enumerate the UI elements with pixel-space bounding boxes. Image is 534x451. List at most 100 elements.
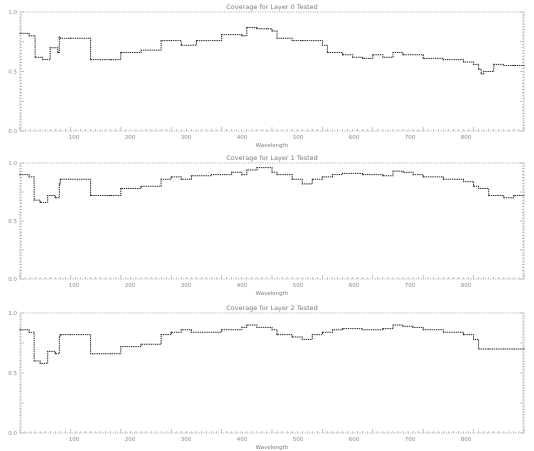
data-point — [246, 324, 248, 326]
x-tick-label: 200 — [125, 437, 136, 443]
x-tick-label: 600 — [349, 135, 360, 141]
data-point — [42, 59, 44, 61]
plot-frame — [19, 162, 525, 280]
data-point — [372, 54, 374, 56]
x-tick-label: 500 — [293, 135, 304, 141]
data-point — [54, 353, 56, 355]
x-tick-label: 800 — [461, 437, 472, 443]
data-point — [442, 178, 444, 180]
data-point — [362, 57, 364, 60]
data-point — [301, 338, 303, 340]
data-point — [291, 39, 293, 42]
data-point — [19, 329, 21, 331]
data-point — [221, 329, 223, 331]
data-point — [478, 68, 480, 70]
data-point — [382, 56, 384, 58]
chart-panel-1: Coverage for Layer 1 Tested 100 200 300 400 5… — [8, 154, 525, 297]
data-point — [442, 59, 444, 61]
data-point — [362, 174, 364, 176]
x-tick-label: 600 — [349, 283, 360, 289]
data-point — [39, 201, 41, 204]
data-point — [39, 362, 41, 364]
data-point — [402, 325, 404, 327]
data-point — [19, 174, 21, 176]
data-point — [59, 334, 61, 336]
data-point — [69, 178, 71, 180]
data-point — [523, 348, 525, 350]
data-point — [480, 73, 482, 75]
data-point — [321, 176, 323, 178]
data-point — [462, 334, 465, 336]
series-line-0 — [20, 27, 524, 75]
chart-panel-0: Coverage for Layer 0 Tested 100 200 300 400 5… — [8, 3, 525, 149]
x-tick-label: 500 — [293, 283, 304, 289]
data-point — [311, 178, 313, 180]
data-point — [291, 178, 293, 180]
data-point — [473, 63, 475, 65]
x-tick-label: 100 — [69, 283, 80, 289]
data-point — [271, 171, 273, 173]
data-point — [402, 54, 404, 56]
data-point — [271, 30, 273, 32]
data-point — [120, 51, 122, 54]
data-point — [170, 176, 172, 178]
data-point — [89, 353, 92, 355]
data-point — [160, 39, 162, 42]
data-point — [241, 174, 243, 176]
x-tick-label: 800 — [461, 135, 472, 141]
data-point — [110, 59, 112, 61]
data-point — [47, 194, 49, 197]
data-point — [19, 32, 21, 35]
data-point — [473, 338, 475, 340]
data-point — [422, 176, 424, 178]
data-point — [33, 199, 35, 201]
plot-frame — [19, 312, 525, 434]
x-axis-label: Wavelength — [256, 291, 289, 297]
data-point — [256, 167, 258, 169]
y-tick-label: 0.5 — [8, 219, 17, 225]
data-point — [246, 26, 248, 29]
data-point — [493, 63, 495, 65]
data-point — [110, 194, 112, 197]
chart-title: Coverage for Layer 2 Tested — [226, 304, 318, 312]
data-point — [503, 197, 505, 199]
data-point — [392, 324, 394, 326]
x-tick-label: 300 — [181, 437, 192, 443]
x-tick-label: 800 — [461, 283, 472, 289]
data-point — [483, 70, 485, 73]
data-point — [89, 194, 92, 197]
data-point — [311, 334, 313, 336]
data-point — [180, 44, 182, 46]
data-point — [271, 329, 273, 331]
data-point — [276, 37, 278, 39]
data-point — [276, 174, 278, 176]
data-point — [69, 334, 71, 336]
chart-title: Coverage for Layer 0 Tested — [226, 3, 318, 11]
x-tick-label: 100 — [69, 437, 80, 443]
data-point — [28, 176, 30, 178]
data-point — [442, 331, 444, 333]
data-point — [33, 360, 35, 362]
data-point — [291, 336, 293, 338]
data-point — [34, 56, 36, 58]
data-point — [58, 183, 60, 185]
data-point — [140, 185, 142, 187]
data-point — [190, 175, 192, 177]
x-tick-label: 300 — [181, 135, 192, 141]
data-point — [488, 348, 490, 350]
data-point — [170, 331, 172, 333]
x-tick-label: 400 — [237, 283, 248, 289]
data-point — [241, 35, 243, 37]
data-point — [231, 171, 233, 173]
data-point — [110, 353, 112, 355]
x-tick-label: 400 — [237, 135, 248, 141]
data-point — [54, 197, 56, 199]
x-tick-label: 300 — [181, 283, 192, 289]
data-point — [382, 328, 384, 330]
data-point — [523, 64, 525, 67]
data-point — [462, 180, 465, 183]
data-point — [331, 174, 334, 176]
data-point — [28, 331, 30, 333]
data-point — [49, 47, 51, 49]
data-point — [503, 348, 505, 350]
